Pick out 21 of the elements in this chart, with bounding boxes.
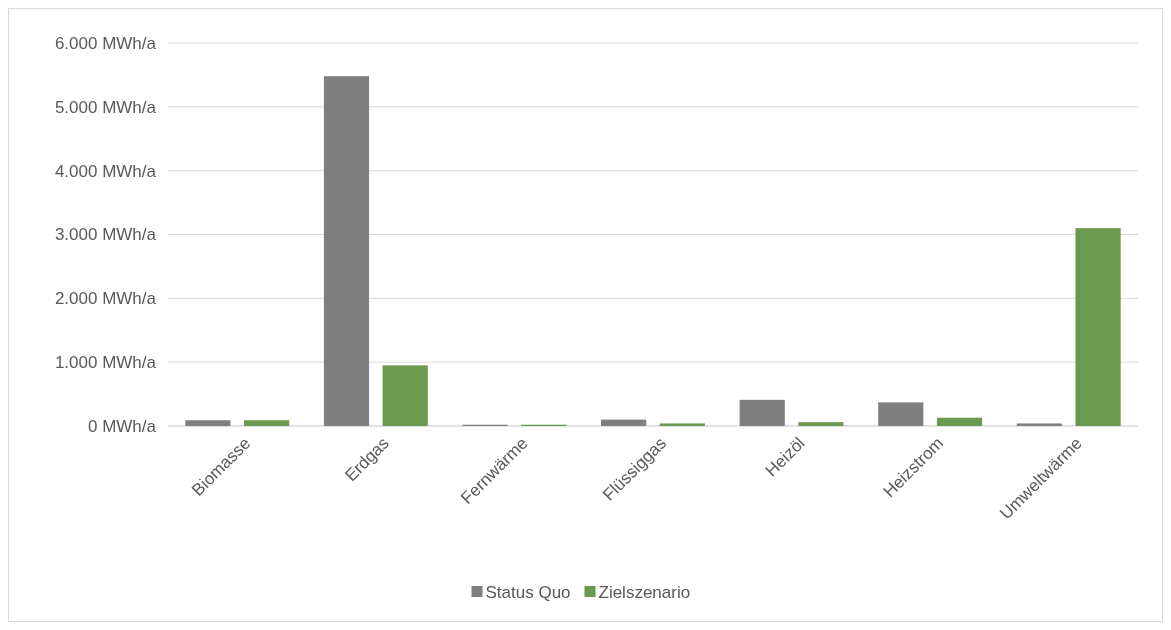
y-tick-label: 5.000 MWh/a <box>54 97 157 117</box>
bar <box>659 423 705 426</box>
bar <box>323 76 370 426</box>
bar <box>936 417 983 426</box>
bar <box>1075 228 1121 426</box>
bar <box>1016 423 1062 426</box>
bar <box>739 399 785 426</box>
y-tick-label: 0 MWh/a <box>87 416 157 436</box>
y-tick-label: 3.000 MWh/a <box>54 225 157 245</box>
bar <box>798 422 844 426</box>
y-tick-label: 1.000 MWh/a <box>54 353 157 373</box>
bar <box>244 420 290 426</box>
y-tick-label: 2.000 MWh/a <box>54 289 157 309</box>
legend-label: Status Quo <box>485 582 571 602</box>
y-tick-label: 4.000 MWh/a <box>54 161 157 181</box>
legend-label: Zielszenario <box>598 582 691 602</box>
bar <box>601 419 647 426</box>
y-tick-label: 6.000 MWh/a <box>54 33 157 53</box>
bar <box>878 402 924 426</box>
bar <box>185 420 231 426</box>
bar <box>382 365 428 426</box>
